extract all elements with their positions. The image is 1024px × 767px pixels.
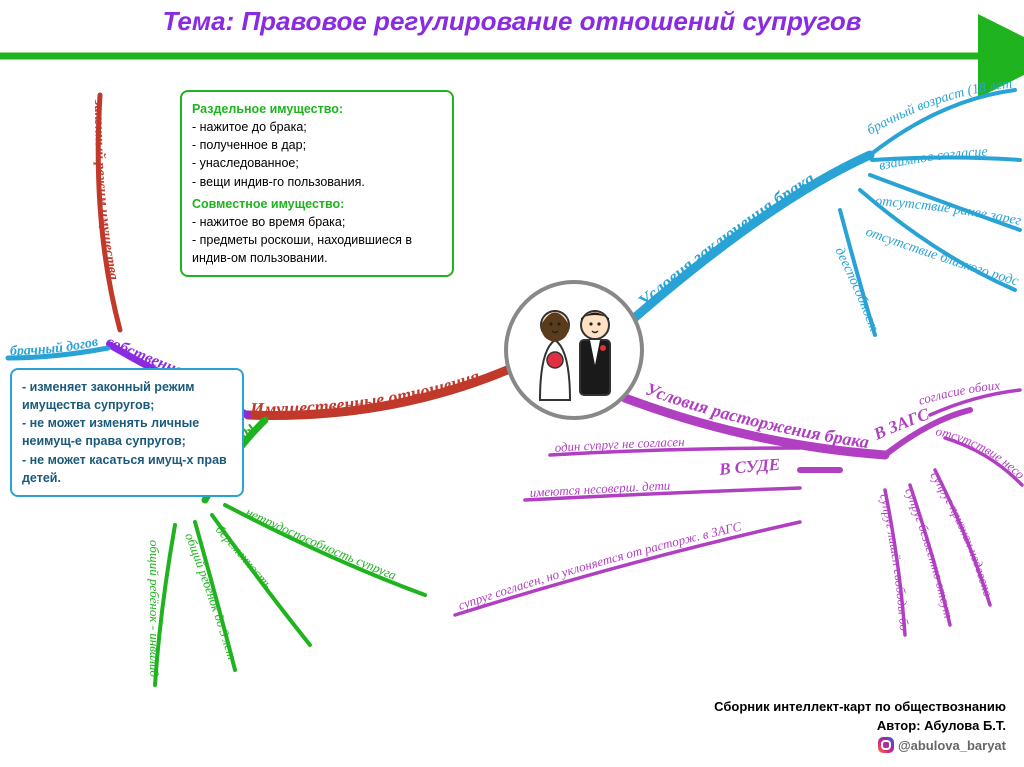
box-green-h1: Раздельное имущество: (192, 100, 442, 118)
leaf-z-4: супруг лишён свободы более 3 лет (0, 0, 912, 632)
svg-text:Имущественные отношения: Имущественные отношения (249, 366, 482, 419)
svg-text:Условия заключения брака: Условия заключения брака (634, 168, 818, 311)
footer-line1: Сборник интеллект-карт по обществознанию (714, 697, 1006, 717)
leaf-g-0: нетрудоспособность супруга (244, 504, 399, 583)
leaf-g-1: беременность (213, 522, 276, 592)
footer: Сборник интеллект-карт по обществознанию… (714, 697, 1006, 756)
leaf-z-2: супруг признан недееспособным (0, 0, 996, 599)
leaf-z-3: супруг безвестно отсутствует (0, 0, 956, 620)
svg-text:В ЗАГС: В ЗАГС (870, 404, 932, 444)
box-green-i12: - унаследованное; (192, 154, 442, 172)
svg-text:беременность: беременность (213, 522, 276, 592)
box-blue-i0: - изменяет законный режим имущества супр… (22, 378, 232, 414)
svg-text:законный режим имущества: законный режим имущества (91, 99, 121, 281)
svg-text:супруг признан недееспособным: супруг признан недееспособным (0, 0, 996, 599)
svg-text:супруг согласен, но уклоняется: супруг согласен, но уклоняется от растор… (456, 519, 743, 613)
box-green-i10: - нажитое до брака; (192, 118, 442, 136)
leaf-blue-0: брачный возраст (18 лет) (0, 0, 1013, 138)
footer-line2: Автор: Абулова Б.Т. (714, 716, 1006, 736)
svg-text:В СУДЕ: В СУДЕ (717, 455, 780, 479)
label-red: Имущественные отношения (249, 366, 482, 419)
label-blue: Условия заключения брака (634, 168, 818, 311)
footer-handle: @abulova_baryat (714, 736, 1006, 756)
box-green-h2: Совместное имущество: (192, 195, 442, 213)
instagram-icon (878, 737, 894, 753)
box-green-i21: - предметы роскоши, находившиеся в индив… (192, 231, 442, 267)
center-node (506, 282, 642, 418)
svg-text:супруг безвестно отсутствует: супруг безвестно отсутствует (0, 0, 956, 620)
box-green-i11: - полученное в дар; (192, 136, 442, 154)
svg-text:супруг лишён свободы более 3 л: супруг лишён свободы более 3 лет (0, 0, 912, 632)
svg-text:взаимное согласие: взаимное согласие (878, 145, 988, 174)
svg-text:брачный возраст (18 лет): брачный возраст (18 лет) (0, 0, 1013, 138)
info-box-blue: - изменяет законный режим имущества супр… (10, 368, 244, 497)
leaf-blue-1: взаимное согласие (878, 145, 988, 174)
leaf-s-2: супруг согласен, но уклоняется от растор… (456, 519, 743, 613)
box-blue-i2: - не может касаться имущ-х прав детей. (22, 451, 232, 487)
label-zags: В ЗАГС (870, 404, 932, 444)
box-blue-i1: - не может изменять личные неимущ-е прав… (22, 414, 232, 450)
box-green-i20: - нажитое во время брака; (192, 213, 442, 231)
svg-text:нетрудоспособность супруга: нетрудоспособность супруга (244, 504, 399, 583)
leaf-law: законный режим имущества (91, 99, 121, 281)
svg-text:отсутствие ранее зарег.брака: отсутствие ранее зарег.брака (0, 0, 1023, 229)
info-box-green: Раздельное имущество: - нажитое до брака… (180, 90, 454, 277)
leaf-blue-2: отсутствие ранее зарег.брака (0, 0, 1023, 229)
box-green-i13: - вещи индив-го пользования. (192, 173, 442, 191)
svg-text:отсутствие близкого родства: отсутствие близкого родства (0, 0, 1021, 290)
label-sude: В СУДЕ (717, 455, 780, 479)
leaf-blue-3: отсутствие близкого родства (0, 0, 1021, 290)
